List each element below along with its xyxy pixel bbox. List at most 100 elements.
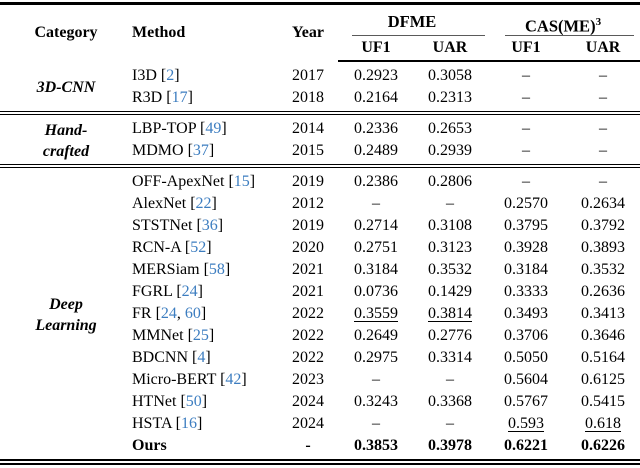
year-cell: 2012 <box>292 195 324 212</box>
table-row: R3D [17] 2018 0.2164 0.2313 – – <box>0 87 640 113</box>
year-cell: 2015 <box>292 142 324 159</box>
metric-value-cell: – <box>522 142 531 159</box>
metric-value-cell: 0.6125 <box>581 371 626 388</box>
citation-link[interactable]: 2 <box>166 66 175 84</box>
metric-value-cell: 0.3184 <box>354 261 398 278</box>
category-label: Deep <box>49 296 83 313</box>
metric-value-cell: 0.2570 <box>504 195 549 212</box>
citation-link[interactable]: 60 <box>184 305 201 322</box>
method-cell: I3D [2] <box>132 66 180 84</box>
metric-value-cell: 0.2714 <box>354 217 398 234</box>
metric-value-cell: 0.3928 <box>504 239 549 256</box>
method-name: LBP-TOP <box>132 120 197 137</box>
metric-value-cell: 0.2939 <box>428 142 472 159</box>
citation-link[interactable]: 24 <box>160 305 177 322</box>
year-cell: 2024 <box>292 415 324 432</box>
metric-value-cell: 0.3559 <box>354 305 398 322</box>
citation-link[interactable]: 15 <box>233 173 250 190</box>
method-cell: MDMO [37] <box>132 142 215 159</box>
metric-value-cell: 0.3108 <box>428 217 472 234</box>
metric-value-cell: 0.3333 <box>504 283 549 300</box>
header-category: Category <box>34 24 98 41</box>
metric-value-cell: 0.6221 <box>504 437 549 454</box>
table-row: Ours - 0.3853 0.3978 0.6221 0.6226 <box>0 435 640 462</box>
citation-link[interactable]: 22 <box>195 195 212 212</box>
metric-value-cell: 0.3314 <box>428 349 472 366</box>
casme3-rule <box>505 35 635 36</box>
metric-value-cell: – <box>599 67 608 84</box>
table-row: STSTNet [36] 2019 0.2714 0.3108 0.3795 0.3792 <box>0 215 640 237</box>
metric-value-cell: 0.3795 <box>504 217 549 234</box>
citation-link[interactable]: 50 <box>185 393 202 410</box>
metric-value-cell: – <box>522 67 531 84</box>
metric-value-cell: 0.2336 <box>338 111 414 140</box>
metric-value-cell: 0.2636 <box>581 283 626 300</box>
header-casme-uar: UAR <box>566 36 640 62</box>
year-cell: 2020 <box>292 239 324 256</box>
citation-link[interactable]: 49 <box>205 120 222 137</box>
table-header: Category Method Year DFME CAS(ME)3 UF1 U… <box>0 4 640 62</box>
year-cell: 2022 <box>292 327 324 344</box>
section-hand-crafted: Hand-crafted LBP-TOP [49] 2014 0.2336 0.2653… <box>0 111 640 166</box>
header-method: Method <box>132 24 186 41</box>
metric-value-cell: – <box>522 89 531 106</box>
citation-link[interactable]: 16 <box>180 415 197 432</box>
citation-link[interactable]: 17 <box>171 89 188 106</box>
metric-value-cell: – <box>446 195 454 212</box>
table-row: AlexNet [22] 2012 – – 0.2570 0.2634 <box>0 193 640 215</box>
metric-value-cell: – <box>446 371 454 388</box>
category-cell: Hand-crafted <box>0 111 132 166</box>
category-label: Learning <box>35 317 97 334</box>
citation-link[interactable]: 52 <box>190 239 207 256</box>
method-name: MMNet <box>132 327 184 344</box>
metric-value-cell: 0.2649 <box>354 327 398 344</box>
year-cell: 2019 <box>278 164 338 193</box>
metric-value-cell: 0.2806 <box>414 164 487 193</box>
citation-link[interactable]: 4 <box>197 349 206 366</box>
header-group-casme3: CAS(ME)3 <box>486 4 640 36</box>
method-name: HSTA <box>132 415 172 432</box>
table-row: BDCNN [4] 2022 0.2975 0.3314 0.5050 0.5164 <box>0 347 640 369</box>
citation-link[interactable]: 36 <box>201 217 218 234</box>
method-cell: STSTNet [36] <box>132 217 224 234</box>
table-row: MMNet [25] 2022 0.2649 0.2776 0.3706 0.3646 <box>0 325 640 347</box>
section-3d-cnn: 3D-CNN I3D [2] 2017 0.2923 0.3058 – – R3D [17] 2… <box>0 61 640 113</box>
metric-value-cell: 0.5767 <box>504 393 549 410</box>
method-name: AlexNet <box>132 195 187 212</box>
method-cell: FR [24, 60] <box>132 305 207 322</box>
metric-value-cell: – <box>566 111 640 140</box>
category-label: Hand- <box>44 122 88 139</box>
method-name: I3D <box>132 66 157 84</box>
year-cell: 2023 <box>292 371 324 388</box>
year-cell: 2021 <box>292 261 324 278</box>
metric-value-cell: 0.2313 <box>428 89 472 106</box>
metric-value-cell: 0.3706 <box>504 327 549 344</box>
metric-value-cell: 0.3978 <box>428 437 472 454</box>
citation-link[interactable]: 58 <box>208 261 225 278</box>
year-cell: 2017 <box>292 66 324 84</box>
header-dfme-uf1: UF1 <box>338 36 414 62</box>
citation-link[interactable]: 37 <box>192 142 209 159</box>
method-name: MERSiam <box>132 261 200 278</box>
method-cell: LBP-TOP [49] <box>132 111 278 140</box>
citation-link[interactable]: 25 <box>192 327 209 344</box>
metric-value-cell: 0.3184 <box>504 261 549 278</box>
metric-value-cell: 0.2386 <box>338 164 414 193</box>
table-row: 3D-CNN I3D [2] 2017 0.2923 0.3058 – – <box>0 61 640 97</box>
method-cell: RCN-A [52] <box>132 239 212 256</box>
citation-link[interactable]: 24 <box>181 283 198 300</box>
metric-value-cell: – <box>372 371 380 388</box>
table-row: Deep Learning OFF-ApexNet [15] 2019 0.2386 0.… <box>0 164 640 462</box>
metric-value-cell: 0.5415 <box>581 393 626 410</box>
method-name: HTNet <box>132 393 177 410</box>
metric-value-cell: 0.2634 <box>581 195 626 212</box>
method-name: MDMO <box>132 142 184 159</box>
method-cell: HSTA [16] <box>132 415 203 432</box>
citation-link[interactable]: 42 <box>225 371 242 388</box>
method-name: FR <box>132 305 152 322</box>
metric-value-cell: 0.3368 <box>428 393 472 410</box>
metric-value-cell: 0.2751 <box>354 239 398 256</box>
method-cell: R3D [17] <box>132 89 193 106</box>
